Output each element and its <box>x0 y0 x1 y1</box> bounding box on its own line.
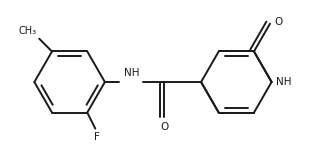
Text: O: O <box>160 122 168 132</box>
Text: F: F <box>94 132 100 142</box>
Text: NH: NH <box>276 77 292 87</box>
Text: NH: NH <box>124 68 139 78</box>
Text: CH₃: CH₃ <box>19 26 37 36</box>
Text: O: O <box>275 17 283 27</box>
